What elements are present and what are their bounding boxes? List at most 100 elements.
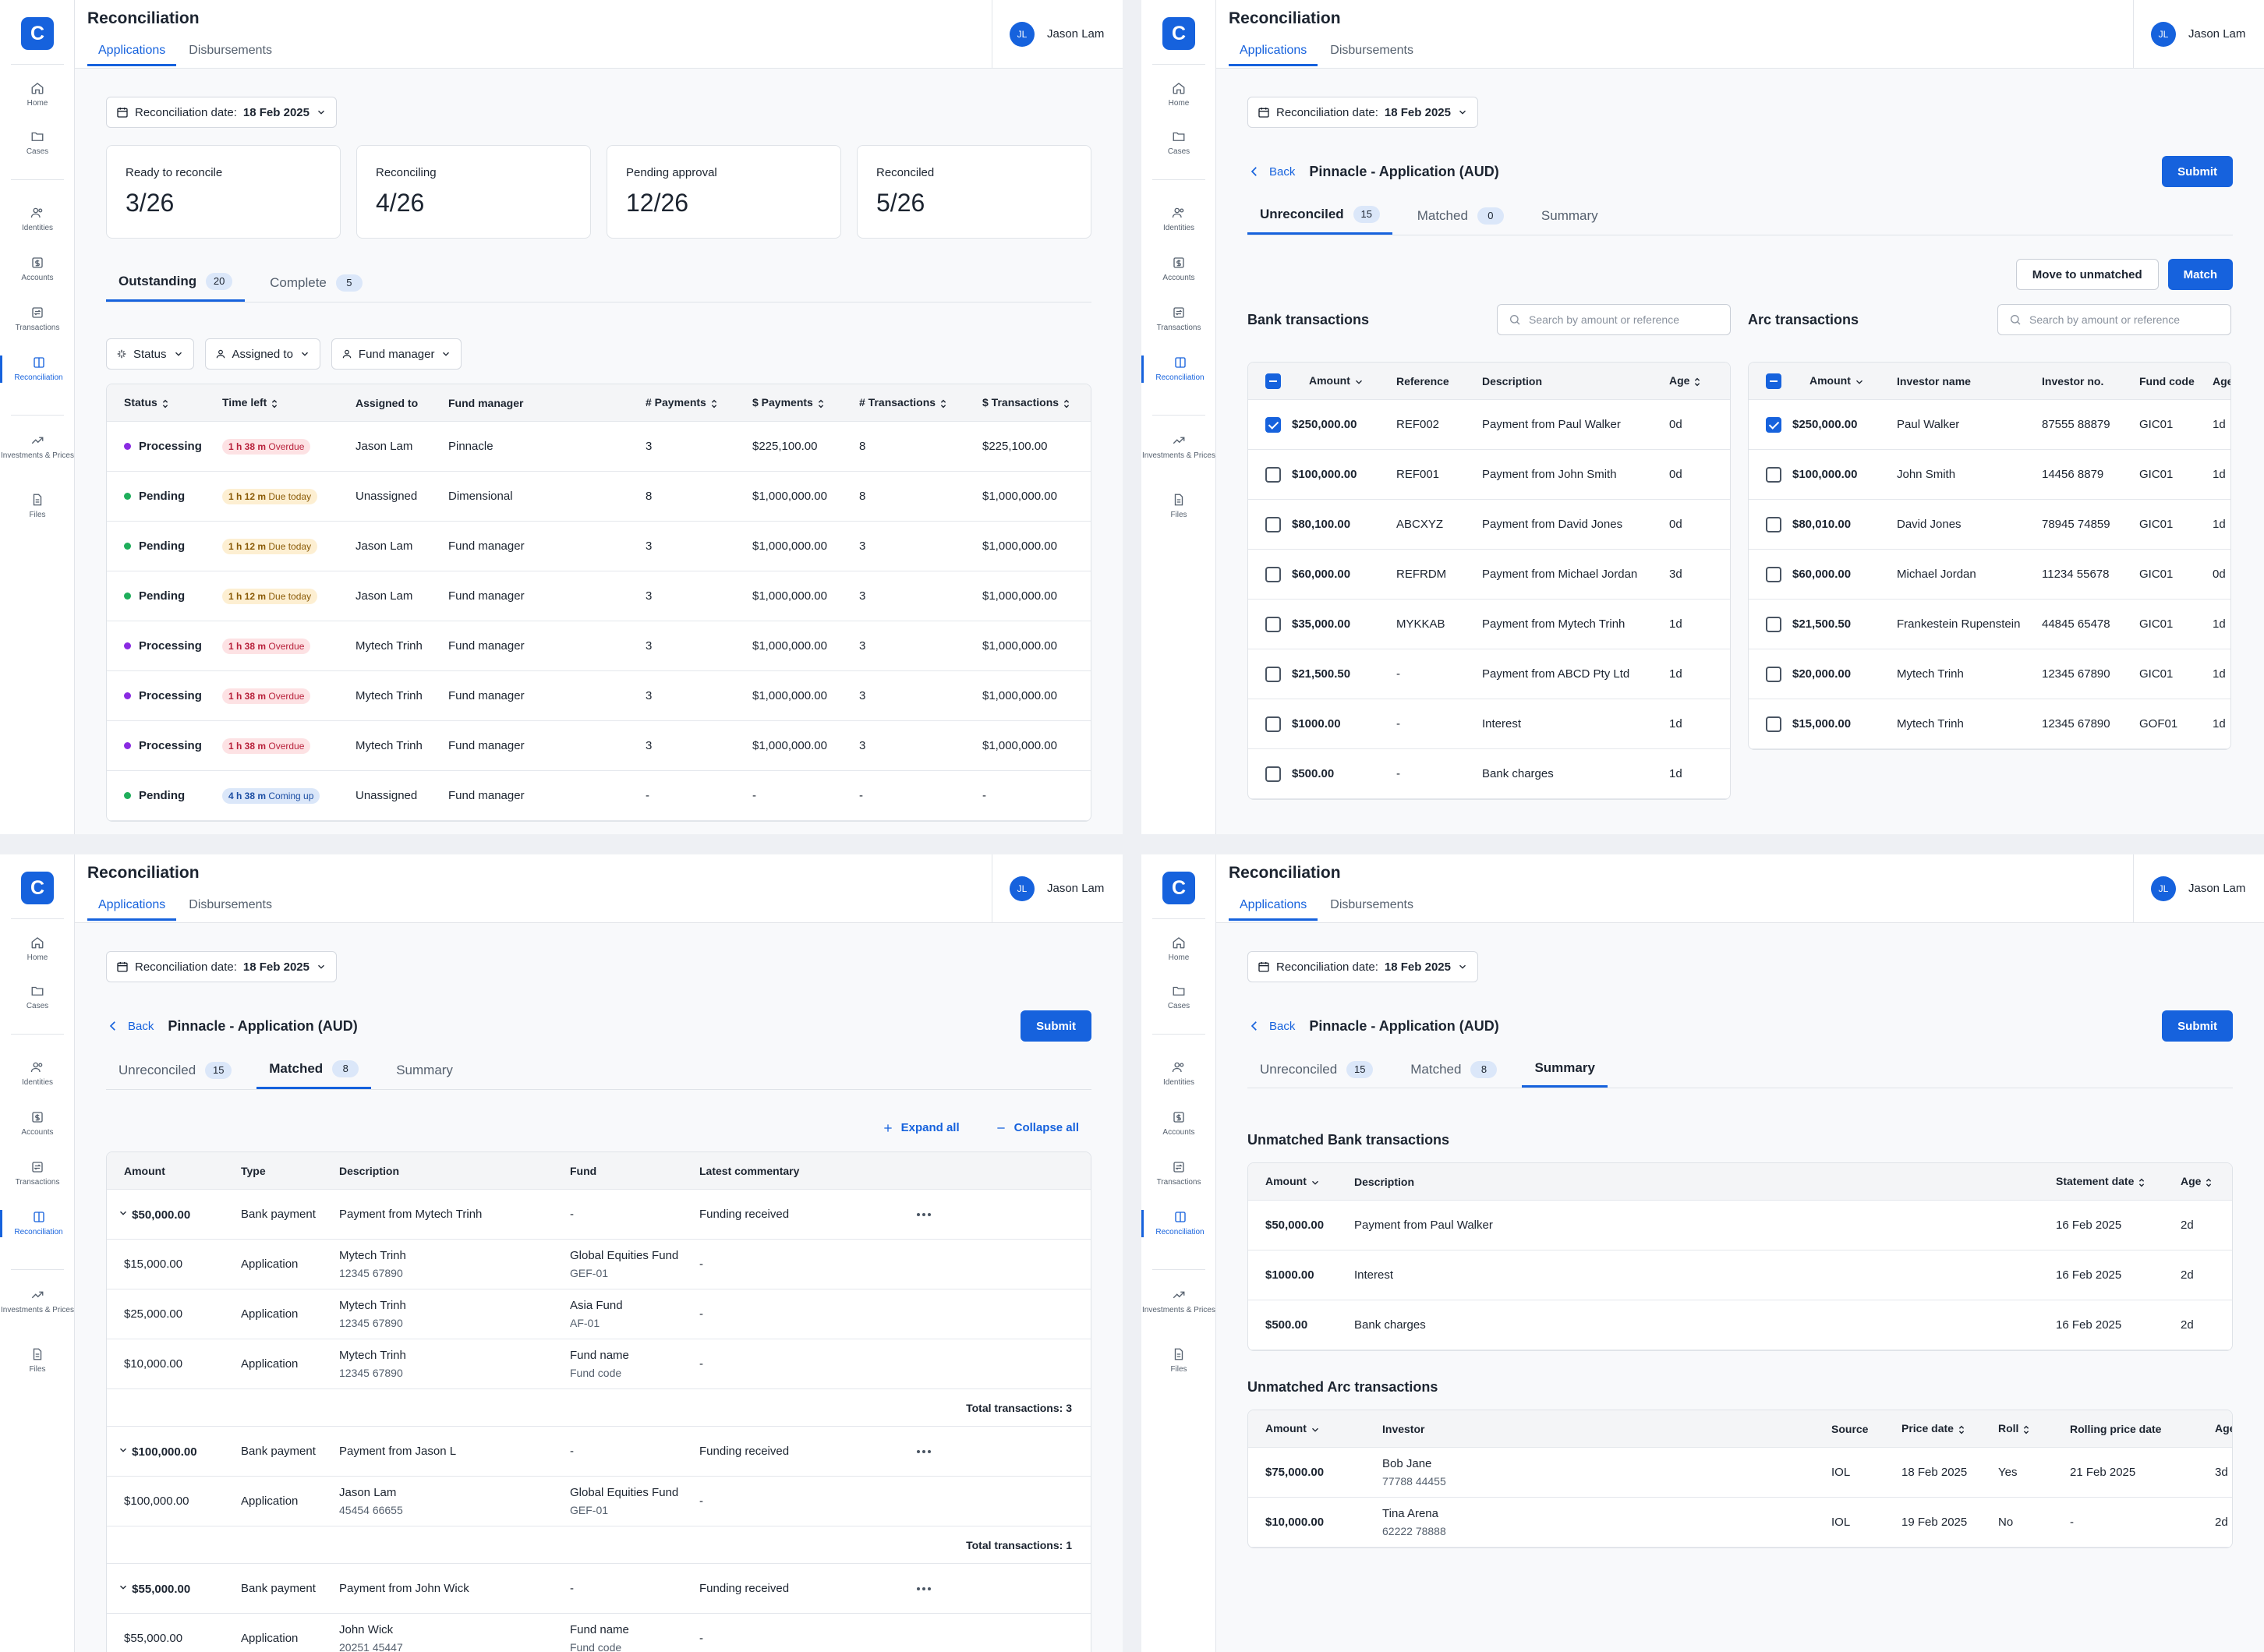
filter-fund-manager[interactable]: Fund manager	[331, 338, 462, 370]
column-header[interactable]: Roll	[1981, 1422, 2053, 1434]
checkbox[interactable]	[1766, 616, 1781, 632]
table-row[interactable]: $50,000.00 Payment from Paul Walker 16 F…	[1248, 1201, 2232, 1250]
sidebar-item-accounts[interactable]: Accounts	[1141, 256, 1216, 283]
sidebar-item-accounts[interactable]: Accounts	[0, 256, 75, 283]
application-row[interactable]: $15,000.00 Application Mytech Trinh 12345…	[107, 1240, 1091, 1289]
tab-summary[interactable]: Summary	[1529, 206, 1611, 235]
column-header[interactable]: Age	[1652, 374, 1722, 387]
tab-unreconciled[interactable]: Unreconciled 15	[106, 1060, 244, 1089]
table-row[interactable]: $60,000.00 Michael Jordan 11234 55678 GI…	[1749, 550, 2230, 600]
row-checkbox[interactable]	[1749, 566, 1792, 582]
checkbox[interactable]	[1265, 466, 1281, 483]
column-header[interactable]: Amount	[1248, 1175, 1337, 1187]
column-header[interactable]: Amount	[107, 1165, 224, 1177]
table-row[interactable]: Processing 1 h 38 m Overdue Mytech Trinh…	[107, 721, 1091, 771]
table-row[interactable]: $250,000.00 Paul Walker 87555 88879 GIC0…	[1749, 400, 2230, 450]
sidebar-item-identities[interactable]: Identities	[1141, 206, 1216, 233]
sidebar-item-files[interactable]: Files	[0, 493, 75, 520]
application-row[interactable]: $25,000.00 Application Mytech Trinh 12345…	[107, 1289, 1091, 1339]
sidebar-item-home[interactable]: Home	[0, 81, 75, 108]
user-menu[interactable]: JL Jason Lam	[2133, 0, 2264, 69]
column-header[interactable]: Amount	[1292, 374, 1379, 387]
row-checkbox[interactable]	[1749, 716, 1792, 732]
checkbox[interactable]	[1766, 566, 1781, 582]
sidebar-item-transactions[interactable]: Transactions	[1141, 306, 1216, 333]
column-header[interactable]: $ Transactions	[965, 396, 1082, 409]
sidebar-item-files[interactable]: Files	[1141, 1347, 1216, 1374]
tab-matched[interactable]: Matched 8	[256, 1060, 372, 1089]
tab-outstanding[interactable]: Outstanding 20	[106, 273, 246, 302]
sidebar-item-home[interactable]: Home	[1141, 936, 1216, 963]
row-checkbox[interactable]	[1749, 466, 1792, 483]
reconciliation-date-select[interactable]: Reconciliation date: 18 Feb 2025	[106, 951, 337, 982]
back-button[interactable]: Back	[106, 1019, 154, 1033]
submit-button[interactable]: Submit	[1021, 1010, 1091, 1042]
column-header[interactable]: Investor	[1365, 1423, 1814, 1435]
checkbox[interactable]	[1265, 716, 1281, 732]
checkbox[interactable]	[1265, 416, 1281, 433]
column-header[interactable]: Description	[1465, 375, 1652, 387]
tab-unreconciled[interactable]: Unreconciled 15	[1247, 1060, 1385, 1088]
checkbox[interactable]	[1766, 516, 1781, 532]
tab-summary[interactable]: Summary	[1522, 1060, 1608, 1088]
row-checkbox[interactable]	[1248, 416, 1292, 433]
sidebar-item-transactions[interactable]: Transactions	[0, 1160, 75, 1187]
table-row[interactable]: Processing 1 h 38 m Overdue Jason Lam Pi…	[107, 422, 1091, 472]
column-header[interactable]: Fund manager	[431, 397, 628, 409]
row-checkbox[interactable]	[1248, 766, 1292, 782]
column-header[interactable]: Latest commentary	[682, 1165, 916, 1177]
table-row[interactable]: $500.00 - Bank charges 1d	[1248, 749, 1730, 799]
table-row[interactable]: $10,000.00 Tina Arena 62222 78888 IOL 19 …	[1248, 1498, 2232, 1548]
checkbox[interactable]	[1265, 616, 1281, 632]
sidebar-item-accounts[interactable]: Accounts	[1141, 1110, 1216, 1137]
tab-summary[interactable]: Summary	[384, 1060, 465, 1089]
column-header[interactable]: Statement date	[2039, 1175, 2163, 1187]
column-header[interactable]: Age	[2163, 1175, 2226, 1187]
row-checkbox[interactable]	[1749, 666, 1792, 682]
column-header[interactable]: Amount	[1248, 1422, 1365, 1434]
table-row[interactable]: $80,010.00 David Jones 78945 74859 GIC01…	[1749, 500, 2230, 550]
checkbox[interactable]	[1766, 666, 1781, 682]
bank-search-input[interactable]: Search by amount or reference	[1497, 304, 1731, 335]
table-row[interactable]: $100,000.00 REF001 Payment from John Smi…	[1248, 450, 1730, 500]
column-header[interactable]: # Payments	[628, 396, 735, 409]
group-row[interactable]: $100,000.00 Bank payment Payment from Ja…	[107, 1427, 1091, 1477]
column-header[interactable]: $ Payments	[735, 396, 842, 409]
tab-matched[interactable]: Matched 8	[1398, 1060, 1509, 1088]
column-header[interactable]: Age	[2195, 375, 2230, 387]
sidebar-item-investments[interactable]: Investments & Prices	[1141, 1288, 1216, 1315]
column-header[interactable]: Status	[107, 396, 205, 409]
application-row[interactable]: $100,000.00 Application Jason Lam 45454 6…	[107, 1477, 1091, 1526]
reconciliation-date-select[interactable]: Reconciliation date: 18 Feb 2025	[1247, 951, 1478, 982]
table-row[interactable]: Pending 4 h 38 m Coming up Unassigned Fu…	[107, 771, 1091, 821]
sidebar-item-identities[interactable]: Identities	[0, 206, 75, 233]
app-logo[interactable]: C	[1162, 872, 1195, 904]
sidebar-item-files[interactable]: Files	[0, 1347, 75, 1374]
checkbox[interactable]	[1265, 566, 1281, 582]
sidebar-item-reconciliation[interactable]: Reconciliation	[0, 356, 75, 383]
sidebar-item-identities[interactable]: Identities	[0, 1060, 75, 1088]
column-header[interactable]: # Transactions	[842, 396, 965, 409]
column-header[interactable]: Type	[224, 1165, 322, 1177]
table-row[interactable]: $60,000.00 REFRDM Payment from Michael J…	[1248, 550, 1730, 600]
sidebar-item-cases[interactable]: Cases	[1141, 984, 1216, 1011]
group-row[interactable]: $50,000.00 Bank payment Payment from Myt…	[107, 1190, 1091, 1240]
column-header[interactable]: Amount	[1792, 374, 1880, 387]
back-button[interactable]: Back	[1247, 164, 1295, 179]
more-options-icon[interactable]	[916, 1208, 939, 1221]
filter-status[interactable]: Status	[106, 338, 194, 370]
sidebar-item-cases[interactable]: Cases	[0, 984, 75, 1011]
application-row[interactable]: $10,000.00 Application Mytech Trinh 12345…	[107, 1339, 1091, 1389]
filter-assigned-to[interactable]: Assigned to	[204, 338, 320, 370]
table-row[interactable]: Pending 1 h 12 m Due today Jason Lam Fun…	[107, 522, 1091, 571]
row-checkbox[interactable]	[1248, 466, 1292, 483]
row-checkbox[interactable]	[1749, 516, 1792, 532]
column-header[interactable]: Fund code	[2122, 375, 2195, 387]
select-all-checkbox[interactable]	[1248, 373, 1292, 389]
move-to-unmatched-button[interactable]: Move to unmatched	[2015, 259, 2159, 290]
submit-button[interactable]: Submit	[2162, 1010, 2233, 1042]
sidebar-item-cases[interactable]: Cases	[0, 129, 75, 157]
table-row[interactable]: $15,000.00 Mytech Trinh 12345 67890 GOF0…	[1749, 699, 2230, 749]
table-row[interactable]: $1000.00 - Interest 1d	[1248, 699, 1730, 749]
table-row[interactable]: $20,000.00 Mytech Trinh 12345 67890 GIC0…	[1749, 649, 2230, 699]
